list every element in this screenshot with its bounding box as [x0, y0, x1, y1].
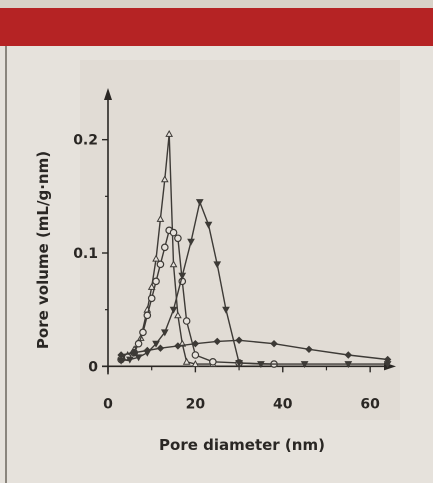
series-4: [117, 336, 392, 364]
data-point: [182, 317, 191, 325]
data-point: [139, 328, 147, 337]
series-group: [117, 129, 392, 369]
data-point: [160, 329, 169, 337]
data-point: [191, 339, 200, 348]
data-point: [156, 344, 165, 352]
data-point: [152, 254, 160, 262]
y-tick-label: 0.2: [73, 133, 98, 149]
x-tick-label: 60: [360, 396, 380, 412]
y-tick-label: 0.1: [73, 246, 98, 262]
data-point: [174, 234, 182, 243]
data-point: [143, 346, 152, 355]
data-point: [169, 260, 178, 268]
data-point: [143, 311, 152, 320]
y-axis-arrow: [104, 88, 112, 100]
header-band-edge: [0, 0, 433, 8]
y-axis-label: Pore volume (mL/g·nm): [34, 151, 52, 349]
data-point: [156, 260, 165, 269]
data-point: [222, 306, 230, 314]
x-axis-label: Pore diameter (nm): [159, 436, 325, 454]
data-point: [191, 351, 200, 359]
data-point: [161, 243, 169, 252]
data-point: [344, 361, 353, 369]
data-point: [187, 238, 195, 246]
data-point: [305, 345, 313, 354]
series-2: [117, 226, 278, 368]
data-point: [300, 361, 309, 369]
data-point: [235, 360, 243, 367]
x-tick-label: 40: [273, 396, 293, 412]
data-point: [117, 351, 125, 359]
data-point: [147, 294, 156, 303]
left-border: [5, 46, 7, 483]
data-point: [209, 357, 217, 366]
data-point: [235, 336, 243, 344]
data-point: [152, 277, 160, 286]
data-point: [174, 311, 182, 319]
data-point: [182, 357, 191, 365]
data-point: [204, 221, 213, 229]
series-line: [121, 199, 388, 365]
data-point: [178, 272, 187, 280]
data-point: [165, 129, 174, 137]
data-point: [213, 337, 221, 346]
data-point: [147, 282, 156, 290]
data-point: [383, 355, 392, 364]
x-tick-label: 0: [103, 396, 113, 412]
data-point: [134, 339, 143, 348]
data-point: [270, 339, 278, 348]
data-point: [344, 351, 353, 359]
data-point: [257, 361, 265, 369]
data-point: [174, 342, 182, 350]
data-point: [160, 175, 169, 183]
data-point: [191, 360, 200, 367]
data-point: [213, 261, 222, 269]
data-point: [169, 306, 178, 314]
data-point: [156, 214, 165, 222]
data-point: [195, 199, 204, 207]
x-tick-label: 20: [186, 396, 206, 412]
data-point: [134, 354, 143, 362]
axes: 0 0.1 0.2 0 20 40 60: [73, 88, 396, 412]
data-point: [169, 228, 178, 237]
data-point: [125, 356, 134, 364]
y-tick-label: 0: [88, 359, 98, 375]
data-point: [130, 349, 138, 357]
data-point: [152, 340, 160, 348]
